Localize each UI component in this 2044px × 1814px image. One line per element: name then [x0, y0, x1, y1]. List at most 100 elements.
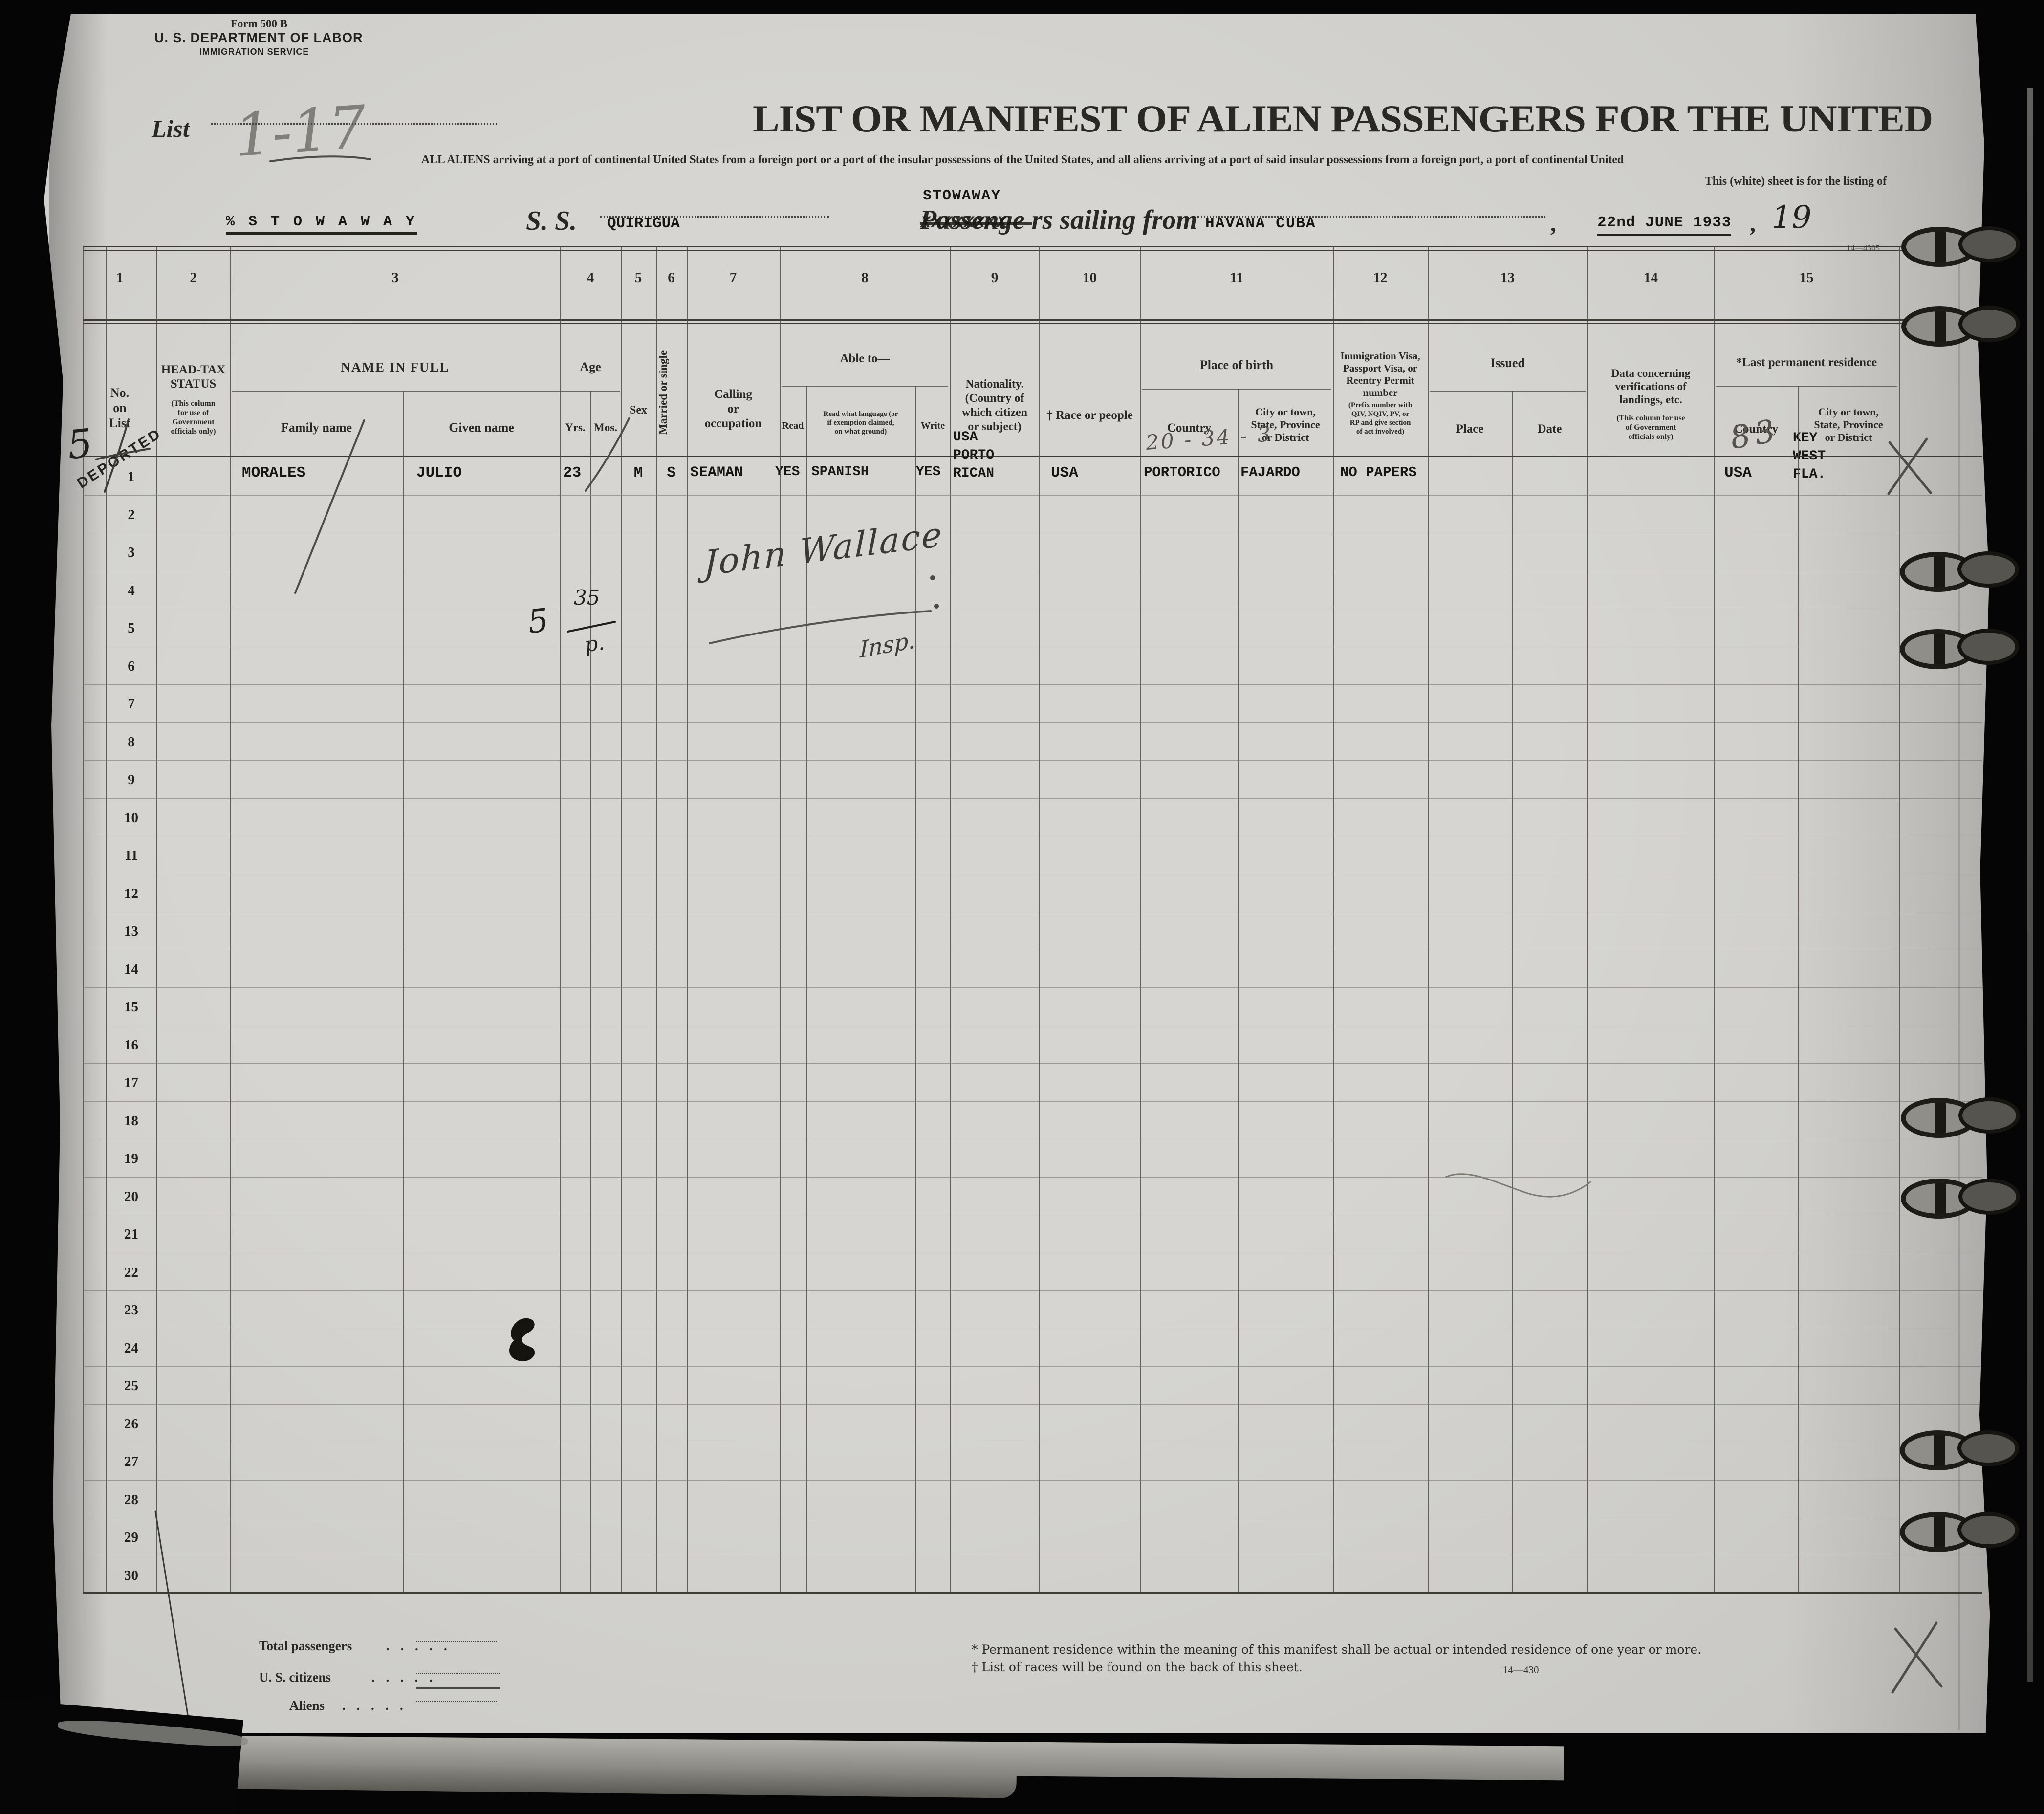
column-line-22 — [1798, 386, 1799, 1593]
split-line-name-age — [232, 391, 620, 392]
row-number-3: 3 — [128, 545, 135, 560]
table-rule-0 — [83, 246, 1982, 247]
headtax-pencil-stroke-1 — [104, 418, 130, 493]
column-line-15 — [1140, 246, 1141, 1593]
col14-note: (This column for use of Government offic… — [1616, 414, 1685, 441]
row-number-25: 25 — [124, 1378, 138, 1394]
col15-sub-city: City or town, State, Province or Distric… — [1814, 406, 1883, 443]
row1-residence-country: USA — [1724, 464, 1752, 481]
row1-marital: S — [667, 464, 676, 481]
col8-label: Able to— — [840, 352, 890, 365]
signature-dot-1 — [930, 575, 935, 580]
punch-hole-right-7 — [1957, 1512, 2019, 1548]
punch-hole-bar — [1934, 634, 1945, 664]
col7-label: Calling or occupation — [704, 388, 762, 430]
row-number-20: 20 — [124, 1188, 138, 1204]
row-number-16: 16 — [124, 1037, 138, 1053]
col15-sub-country: Country — [1734, 422, 1779, 436]
row-line-22 — [83, 1290, 1982, 1291]
col11-label: Place of birth — [1199, 358, 1274, 372]
column-number-7: 7 — [729, 270, 737, 285]
column-line-13 — [950, 246, 951, 1593]
scan-edge-top — [0, 0, 2044, 14]
table-rule-2 — [83, 319, 1982, 321]
citizens-fill-line — [416, 1673, 500, 1674]
column-number-11: 11 — [1230, 270, 1243, 285]
port-name: HAVANA CUBA — [1205, 215, 1316, 232]
row1-x-mark-icon — [1887, 437, 1932, 495]
sailing-date: 22nd JUNE 1933 — [1597, 214, 1732, 236]
aliens-fill-line — [416, 1701, 497, 1702]
row-number-5: 5 — [128, 620, 135, 636]
port-line — [1197, 216, 1545, 218]
fraction-numerator: 35 — [574, 586, 600, 610]
row-line-8 — [83, 760, 1982, 761]
column-number-14: 14 — [1644, 270, 1658, 285]
punch-hole-right-2 — [1957, 551, 2019, 588]
col5-label: Sex — [630, 404, 647, 416]
ink-blot — [509, 1318, 535, 1361]
col3-sub-given: Given name — [449, 420, 514, 435]
department-name: U. S. DEPARTMENT OF LABOR — [154, 30, 363, 45]
column-line-16 — [1238, 389, 1239, 1593]
strike-line — [920, 222, 1032, 225]
row-number-27: 27 — [124, 1454, 138, 1469]
footnote-permanent-residence: * Permanent residence within the meaning… — [972, 1642, 1702, 1657]
col8-sub-write: Write — [920, 420, 945, 431]
row-number-12: 12 — [124, 885, 138, 901]
split-line-residence — [1716, 386, 1897, 387]
punch-hole-bar — [1934, 1517, 1945, 1547]
bottom-x-mark-icon — [1891, 1621, 1943, 1694]
column-line-6 — [590, 391, 591, 1593]
row-number-2: 2 — [128, 506, 135, 523]
row-number-4: 4 — [128, 582, 135, 598]
row1-race: USA — [1051, 464, 1078, 481]
row-line-24 — [83, 1366, 1982, 1367]
ship-name-line — [600, 216, 829, 218]
punch-hole-right-6 — [1957, 1430, 2019, 1466]
column-number-5: 5 — [634, 270, 642, 285]
column-line-11 — [806, 386, 807, 1593]
row-number-7: 7 — [128, 696, 135, 712]
row-number-8: 8 — [128, 734, 135, 750]
row-number-9: 9 — [128, 772, 135, 787]
citizens-extra-line — [416, 1687, 500, 1689]
column-number-13: 13 — [1500, 270, 1515, 285]
punch-hole-bar — [1935, 311, 1946, 342]
column-number-8: 8 — [861, 270, 869, 285]
col13-sub-date: Date — [1537, 422, 1562, 436]
column-line-20 — [1587, 246, 1588, 1593]
row-number-10: 10 — [124, 809, 138, 826]
col14-label: Data concerning verifications of landing… — [1611, 367, 1691, 406]
age-checkmark-icon — [585, 417, 630, 492]
column-number-10: 10 — [1083, 270, 1097, 285]
column-line-18 — [1428, 246, 1429, 1593]
col9-label: Nationality. (Country of which citizen o… — [962, 378, 1027, 433]
table-rule-5 — [83, 1592, 1982, 1594]
row1-write: YES — [916, 464, 941, 480]
punch-hole-right-3 — [1957, 629, 2019, 665]
row-number-17: 17 — [124, 1075, 138, 1091]
total-passengers-label: Total passengers — [259, 1639, 352, 1653]
col13-label: Issued — [1490, 356, 1525, 370]
col4-sub-yrs: Yrs. — [565, 421, 586, 434]
comma-print: , — [1550, 211, 1556, 237]
list-number-line — [211, 123, 497, 125]
page-title: LIST OR MANIFEST OF ALIEN PASSENGERS FOR… — [753, 97, 1933, 140]
col4-sub-mos: Mos. — [594, 421, 617, 434]
row-line-27 — [83, 1480, 1982, 1481]
punch-hole-right-4 — [1958, 1097, 2020, 1134]
row-line-9 — [83, 798, 1982, 799]
table-rule-3 — [83, 323, 1982, 324]
service-name: IMMIGRATION SERVICE — [199, 47, 309, 57]
split-line-birth — [1142, 389, 1331, 390]
subtitle-line1: ALL ALIENS arriving at a port of contine… — [421, 153, 1624, 166]
col13-sub-place: Place — [1456, 422, 1484, 436]
total-fill-line — [416, 1641, 497, 1642]
row-number-6: 6 — [128, 658, 135, 674]
column-number-9: 9 — [991, 270, 999, 285]
row1-nationality: USA PORTO RICAN — [953, 430, 995, 481]
fraction-bar — [567, 621, 616, 633]
form-number: Form 500 B — [230, 18, 288, 30]
sailing-from-text: rs sailing from — [1031, 205, 1197, 235]
